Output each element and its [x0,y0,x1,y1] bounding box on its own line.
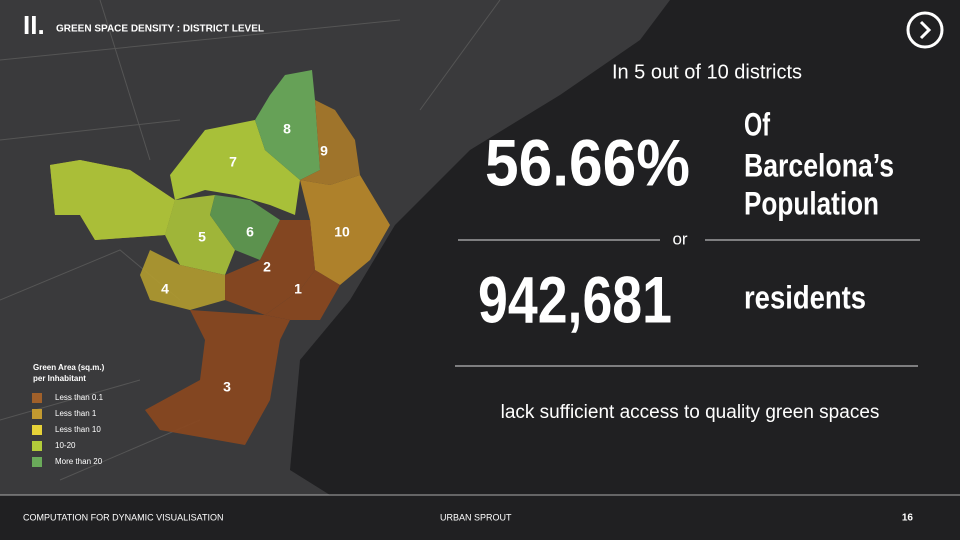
next-button[interactable] [906,11,944,49]
district-area [165,195,235,275]
district-area [50,160,175,240]
stat-label: Of [744,106,770,142]
legend-label: 10-20 [55,441,76,450]
logo: II. [23,10,45,40]
district-label: 4 [161,281,169,297]
next-arrow[interactable] [919,20,932,40]
legend-label: More than 20 [55,457,103,466]
legend: Less than 0.1 Less than 1 Less than 10 10-2… [32,393,104,467]
stat-label: Population [744,185,879,221]
conclusion: lack sufficient access to quality green … [501,402,880,423]
legend-swatch [32,457,42,467]
page-number: 16 [902,513,914,524]
district-area [210,195,280,260]
district-label: 10 [334,224,350,240]
separator: or [672,229,687,248]
stat-label: residents [744,279,866,315]
sea-panel [290,0,960,495]
district-label: 9 [320,143,328,159]
legend-title: Green Area (sq.m.) [33,363,105,372]
district-label: 2 [263,259,271,275]
legend-title: per Inhabitant [33,374,86,383]
legend-swatch [32,441,42,451]
district-label: 7 [229,154,237,170]
district-area [205,120,300,215]
district-area [300,100,360,185]
district-area [170,130,205,200]
stat-residents: 942,681 [478,262,672,336]
district-area [255,70,320,180]
district-area [145,310,290,445]
district-label: 5 [198,229,206,245]
district-area [140,250,225,310]
stat-label: Barcelona’s [744,147,894,183]
legend-label: Less than 1 [55,409,97,418]
district-area [225,220,315,315]
roads [0,0,501,481]
legend-swatch [32,393,42,403]
district-label: 1 [294,281,302,297]
district-label: 8 [283,121,291,137]
stat-percent: 56.66% [485,125,690,199]
footer-left: COMPUTATION FOR DYNAMIC VISUALISATION [23,512,224,522]
district-map [50,70,390,445]
legend-label: Less than 0.1 [55,393,104,402]
legend-swatch [32,409,42,419]
legend-swatch [32,425,42,435]
district-area [300,175,390,285]
legend-label: Less than 10 [55,425,101,434]
district-label: 6 [246,224,254,240]
district-label: 3 [223,379,231,395]
slide-title: GREEN SPACE DENSITY : DISTRICT LEVEL [56,24,264,35]
footer-center: URBAN SPROUT [440,512,512,522]
headline: In 5 out of 10 districts [612,61,802,83]
district-area [265,270,340,320]
